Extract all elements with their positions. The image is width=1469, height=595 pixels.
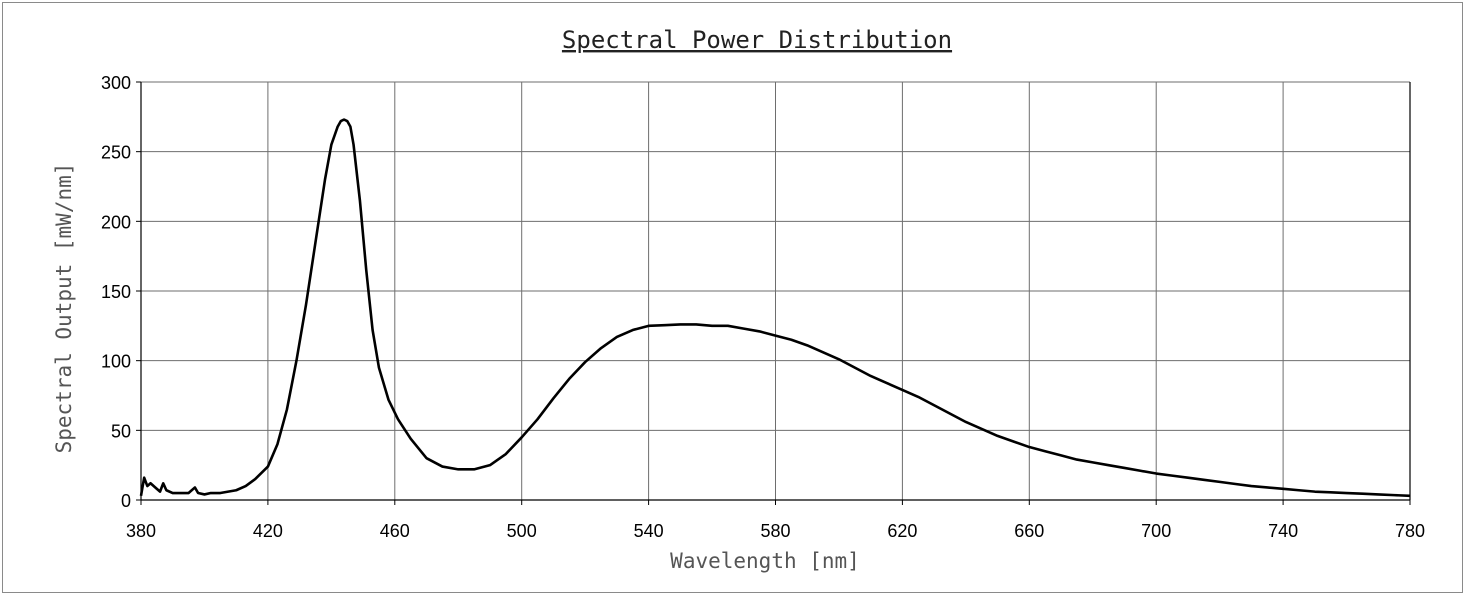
y-tick-label: 300 xyxy=(101,73,131,93)
x-tick-label: 740 xyxy=(1268,521,1298,541)
y-tick-label: 0 xyxy=(121,491,131,511)
y-tick-label: 100 xyxy=(101,352,131,372)
series-group xyxy=(139,118,1411,498)
y-tick-label: 250 xyxy=(101,143,131,163)
y-tick-label: 150 xyxy=(101,282,131,302)
y-axis-label: Spectral Output [mW/nm] xyxy=(52,163,76,454)
y-tick-label: 50 xyxy=(111,421,131,441)
chart-title: Spectral Power Distribution xyxy=(562,26,952,54)
tick-labels: 380 420 460 500 540 580 620 660 700 740 780 0 50 100 1… xyxy=(101,73,1425,541)
axes xyxy=(136,81,1411,505)
x-tick-label: 380 xyxy=(126,521,156,541)
spectral-output-line xyxy=(139,118,1411,498)
x-tick-label: 620 xyxy=(887,521,917,541)
x-tick-label: 500 xyxy=(507,521,537,541)
x-tick-label: 780 xyxy=(1395,521,1425,541)
x-tick-label: 700 xyxy=(1141,521,1171,541)
x-tick-label: 580 xyxy=(760,521,790,541)
x-tick-label: 460 xyxy=(380,521,410,541)
y-tick-label: 200 xyxy=(101,212,131,232)
x-tick-label: 540 xyxy=(634,521,664,541)
x-axis-label: Wavelength [nm] xyxy=(670,549,860,573)
x-tick-label: 660 xyxy=(1014,521,1044,541)
x-tick-label: 420 xyxy=(253,521,283,541)
